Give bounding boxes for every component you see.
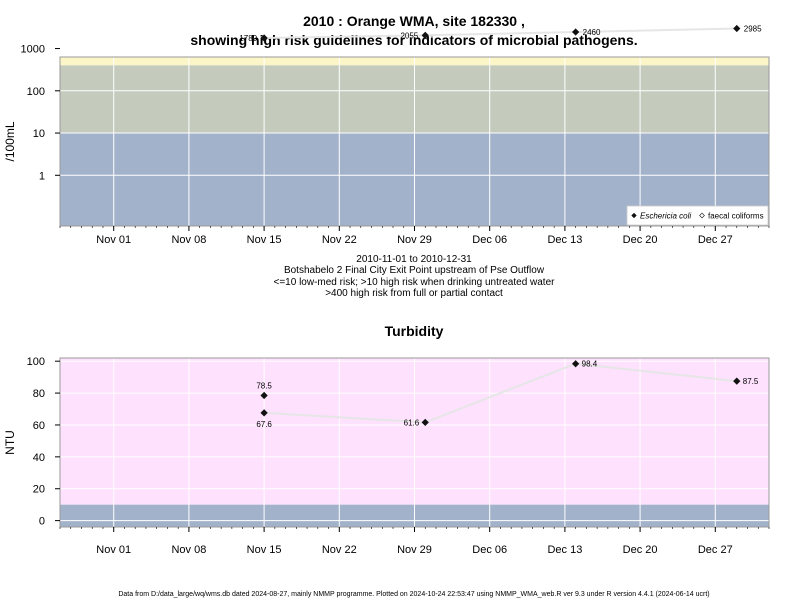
microbial-panel: Nov 01 Nov 08 Nov 15 Nov 22 Nov 29 Dec 06 Dec … [3,24,770,246]
legend-marker-faecal [699,212,705,219]
y-tick-label: 100 [27,356,45,368]
y-tick-label: 60 [33,420,45,432]
x-tick-label: Dec 06 [472,234,507,246]
y-tick-label: 100 [27,86,45,98]
data-label: 1780 [239,34,257,43]
data-label: 2985 [744,24,762,33]
y-tick-label: 1 [39,170,45,182]
subtitle-date-range: 2010-11-01 to 2010-12-31 [356,254,472,265]
y-tick-label: 80 [33,388,45,400]
x-tick-label: Nov 22 [322,234,357,246]
data-label: 87.5 [743,377,759,386]
footer-note: Data from D:/data_large/wq/wms.db dated … [118,591,709,598]
data-label: 78.5 [256,381,272,390]
data-label: 98.4 [582,360,598,369]
series-line [264,362,737,424]
x-tick-label: Nov 15 [247,234,282,246]
data-point [733,24,741,33]
x-tick-label: Nov 01 [96,544,131,556]
data-point [572,360,580,368]
series-line [264,27,737,39]
data-label: 2460 [583,28,601,37]
legend-label-ecoli: Eschericia coli [640,212,691,221]
y-tick-label: 0 [39,516,45,528]
data-label: 61.6 [404,418,420,427]
legend-marker-ecoli [631,212,637,219]
x-tick-label: Dec 13 [547,544,582,556]
data-point [572,28,580,36]
data-point [260,391,268,400]
data-point [421,31,429,39]
x-tick-label: Nov 08 [171,234,206,246]
data-point [260,409,268,417]
x-tick-label: Dec 20 [623,544,658,556]
x-tick-label: Dec 06 [472,544,507,556]
x-tick-label: Dec 27 [698,234,733,246]
x-tick-label: Dec 20 [623,234,658,246]
subtitle-risk-drinking: <=10 low-med risk; >10 high risk when dr… [274,277,556,288]
page-title-line2: showing high risk guidelines for indicat… [190,32,637,48]
subtitle-risk-contact: >400 high risk from full or partial cont… [325,288,503,299]
x-tick-label: Dec 27 [698,544,733,556]
turbidity-title: Turbidity [385,323,444,339]
y-tick-label: 10 [33,128,45,140]
legend-box [626,205,769,226]
page-title-line1: 2010 : Orange WMA, site 182330 , [303,13,525,29]
x-tick-label: Nov 15 [247,544,282,556]
legend-label-faecal: faecal coliforms [708,212,764,221]
y-tick-label: 40 [33,452,45,464]
turbidity-panel: Nov 01 Nov 08 Nov 15 Nov 22 Nov 29 Dec 06 Dec … [3,356,770,556]
data-label: 2055 [400,31,418,40]
x-tick-label: Nov 08 [171,544,206,556]
x-tick-label: Dec 13 [547,234,582,246]
x-tick-label: Nov 29 [397,544,432,556]
subtitle-site: Botshabelo 2 Final City Exit Point upstr… [284,265,545,276]
data-label: 67.6 [256,420,272,429]
data-point [733,377,741,385]
data-point [421,418,429,427]
y-axis-label: /100mL [3,121,17,161]
y-axis-label: NTU [3,430,17,455]
y-tick-label: 1000 [21,44,45,56]
data-point [260,34,268,42]
y-tick-label: 20 [33,484,45,496]
x-tick-label: Nov 01 [96,234,131,246]
x-tick-label: Nov 22 [322,544,357,556]
x-tick-label: Nov 29 [397,234,432,246]
